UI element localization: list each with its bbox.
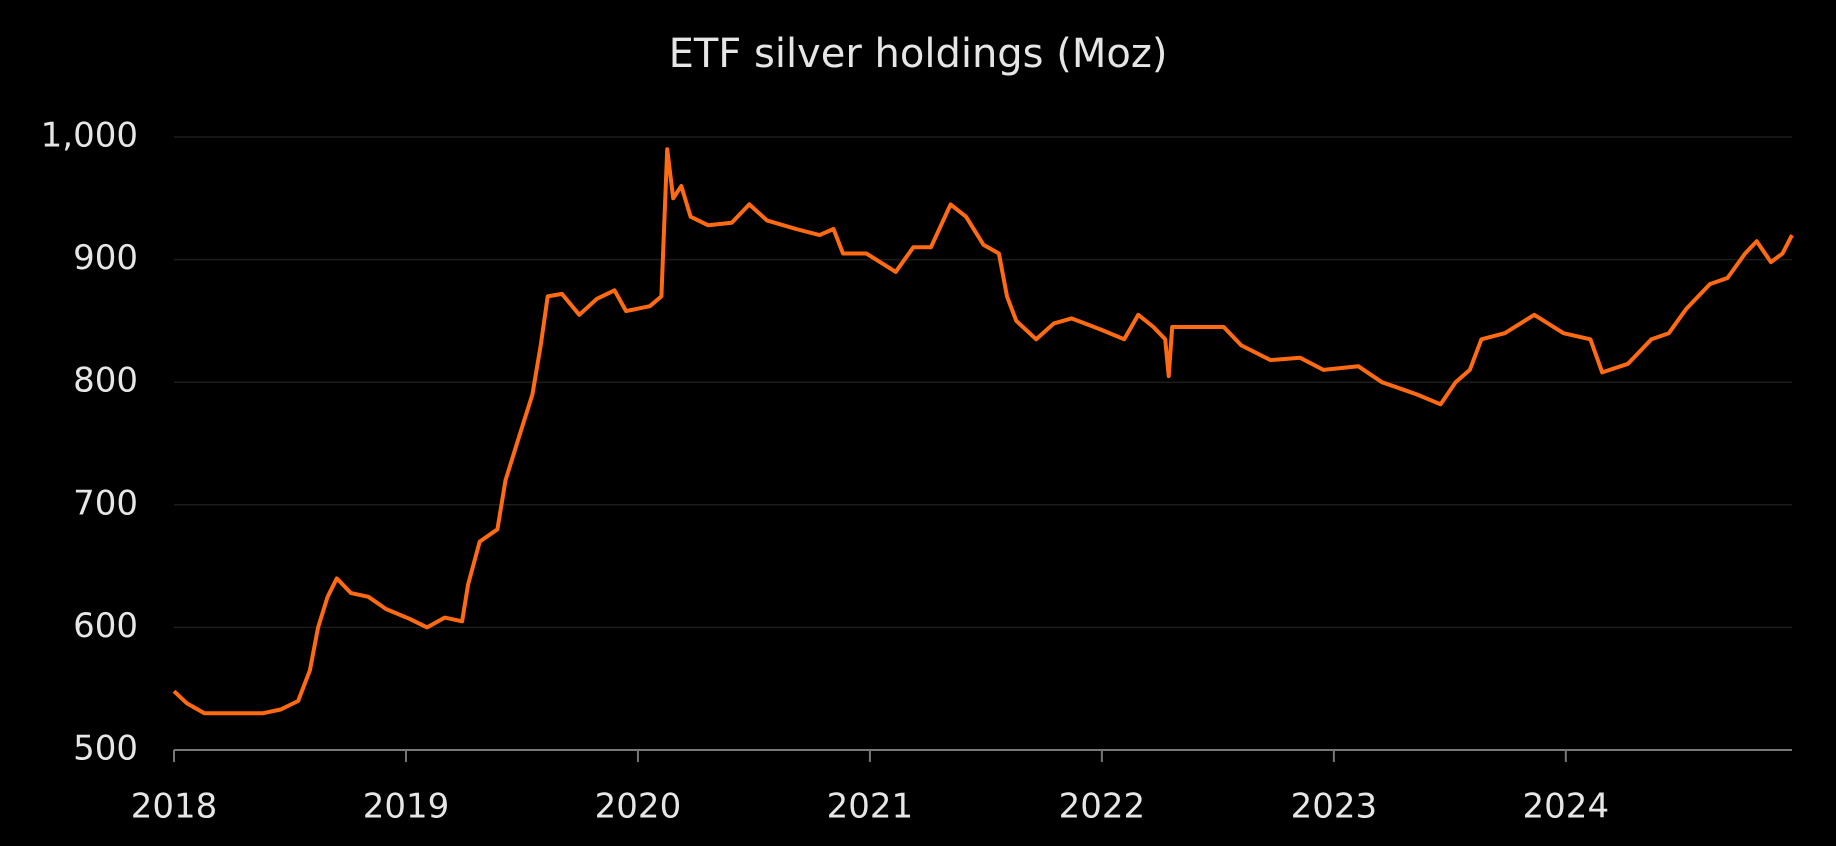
y-tick-label: 700	[73, 483, 138, 523]
y-tick-label: 900	[73, 238, 138, 278]
y-tick-label: 600	[73, 606, 138, 646]
y-tick-label: 800	[73, 361, 138, 401]
x-tick-label: 2021	[827, 787, 914, 827]
x-tick-label: 2024	[1523, 787, 1610, 827]
y-tick-label: 1,000	[41, 116, 138, 156]
x-tick-label: 2020	[595, 787, 682, 827]
x-tick-label: 2019	[363, 787, 450, 827]
x-tick-label: 2018	[131, 787, 218, 827]
y-tick-label: 500	[73, 729, 138, 769]
x-tick-label: 2022	[1059, 787, 1146, 827]
chart-title: ETF silver holdings (Moz)	[669, 31, 1168, 77]
series-line	[172, 147, 1794, 716]
x-tick-label: 2023	[1291, 787, 1378, 827]
